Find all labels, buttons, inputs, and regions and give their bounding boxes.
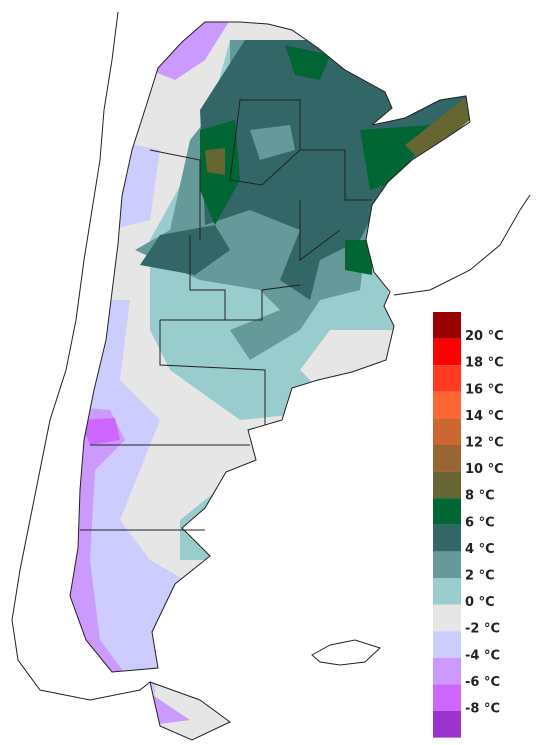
legend-swatch: [433, 551, 461, 578]
legend-swatch: [433, 578, 461, 605]
legend-swatch: [433, 365, 461, 392]
legend-swatch: [433, 391, 461, 419]
legend-swatch: [433, 684, 461, 711]
legend-swatch: [433, 498, 461, 525]
legend-label: -6 °C: [465, 675, 500, 690]
legend-swatch: [433, 631, 461, 658]
legend-swatch: [433, 604, 461, 632]
legend-label: -8 °C: [465, 702, 500, 717]
chile-coast: [11, 11, 151, 701]
legend-label: 0 °C: [465, 595, 495, 610]
legend-label: 12 °C: [465, 436, 504, 451]
legend-swatch: [433, 657, 461, 685]
legend-label: 14 °C: [465, 409, 504, 424]
legend-label: -2 °C: [465, 622, 500, 637]
legend-label: 4 °C: [465, 542, 495, 557]
legend-swatch: [433, 711, 461, 738]
legend-label: 16 °C: [465, 382, 504, 397]
legend-swatch: [433, 471, 461, 499]
legend-label: 10 °C: [465, 462, 504, 477]
malvinas: [311, 639, 381, 666]
legend-swatch: [433, 338, 461, 366]
legend-swatch: [433, 312, 461, 339]
legend-swatch: [433, 418, 461, 445]
legend-label: 18 °C: [465, 356, 504, 371]
legend-label: 2 °C: [465, 569, 495, 584]
legend-swatch: [433, 445, 461, 472]
legend-label: -4 °C: [465, 648, 500, 663]
province-borders: [80, 99, 372, 531]
country-outline: [69, 21, 471, 741]
legend: 20 °C 18 °C 16 °C 14 °C 12 °C 10 °C 8 °C 6 °C 4 …: [433, 312, 504, 738]
legend-swatch: [433, 524, 461, 552]
legend-label: 6 °C: [465, 515, 495, 530]
uruguay-coast: [393, 194, 531, 296]
legend-label: 8 °C: [465, 489, 495, 504]
legend-label: 20 °C: [465, 329, 504, 344]
